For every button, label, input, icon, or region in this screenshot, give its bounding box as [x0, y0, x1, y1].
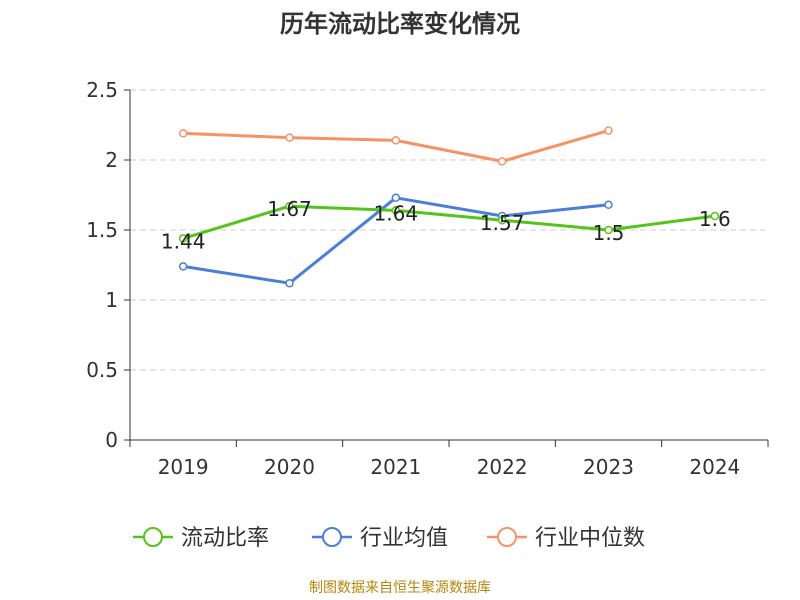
data-label: 1.44 — [161, 229, 206, 253]
data-point — [604, 200, 613, 210]
legend[interactable]: 流动比率 行业均值 行业中位数 — [133, 526, 645, 551]
legend-marker — [143, 527, 163, 547]
data-point — [285, 201, 294, 211]
series-lines — [178, 126, 720, 288]
legend-label: 行业中位数 — [535, 526, 645, 551]
axes: 0 0.5 1 1.5 2 2.5 2019 2020 2021 2022 2023 2024 — [86, 78, 769, 479]
data-point — [497, 215, 507, 225]
legend-item[interactable]: 行业中位数 — [487, 526, 645, 551]
chart-title: 历年流动比率变化情况 — [280, 10, 520, 38]
data-point — [178, 262, 188, 271]
x-tick-label: 2023 — [583, 455, 634, 479]
data-point — [497, 157, 507, 166]
data-label: 1.5 — [593, 221, 625, 245]
data-point — [391, 193, 401, 203]
x-tick-label: 2019 — [158, 455, 209, 479]
legend-marker — [497, 527, 517, 547]
data-point — [391, 206, 401, 215]
y-tick-label: 1 — [105, 288, 118, 312]
data-labels: 1.44 1.67 1.64 1.57 1.5 1.6 — [161, 197, 731, 253]
source-note: 制图数据来自恒生聚源数据库 — [309, 580, 491, 596]
data-label: 1.67 — [267, 197, 312, 221]
data-point — [710, 211, 720, 221]
data-point — [285, 278, 294, 288]
legend-label: 行业均值 — [360, 526, 448, 551]
y-tick-label: 0 — [105, 428, 118, 452]
data-point — [285, 133, 294, 142]
legend-item[interactable]: 流动比率 — [133, 526, 269, 551]
legend-item[interactable]: 行业均值 — [312, 526, 448, 551]
data-label: 1.6 — [699, 207, 731, 231]
y-tick-label: 2 — [105, 148, 118, 172]
x-tick-label: 2020 — [264, 455, 315, 479]
data-point — [604, 126, 613, 135]
data-point — [178, 129, 188, 138]
data-point — [604, 225, 613, 235]
legend-marker — [322, 527, 342, 547]
y-tick-label: 0.5 — [86, 358, 118, 382]
data-label: 1.64 — [374, 201, 419, 225]
x-tick-label: 2024 — [689, 455, 740, 479]
y-tick-label: 2.5 — [86, 78, 118, 102]
data-label: 1.57 — [480, 211, 525, 235]
data-point — [178, 234, 188, 243]
series-line-3 — [183, 129, 609, 163]
grid-lines — [130, 89, 768, 371]
x-tick-label: 2021 — [370, 455, 421, 479]
legend-label: 流动比率 — [181, 526, 269, 551]
y-tick-label: 1.5 — [86, 218, 118, 242]
data-point — [391, 136, 401, 145]
series-line-1 — [182, 204, 716, 240]
x-tick-label: 2022 — [477, 455, 528, 479]
